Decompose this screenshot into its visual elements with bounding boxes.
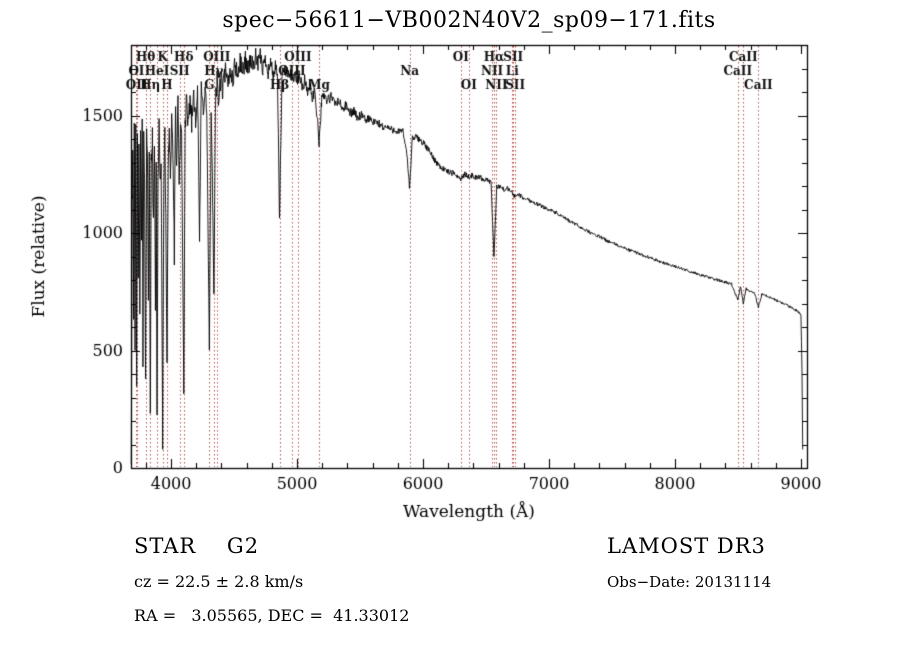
plot-title: spec−56611−VB002N40V2_sp09−171.fits (222, 8, 716, 33)
obs-date-value: Obs−Date: 20131114 (607, 573, 772, 591)
survey-release-label: LAMOST DR3 (607, 534, 766, 558)
object-class-label: STAR G2 (134, 534, 260, 558)
cz-velocity-value: cz = 22.5 ± 2.8 km/s (134, 572, 304, 591)
ra-dec-coordinates: RA = 3.05565, DEC = 41.33012 (134, 606, 410, 625)
